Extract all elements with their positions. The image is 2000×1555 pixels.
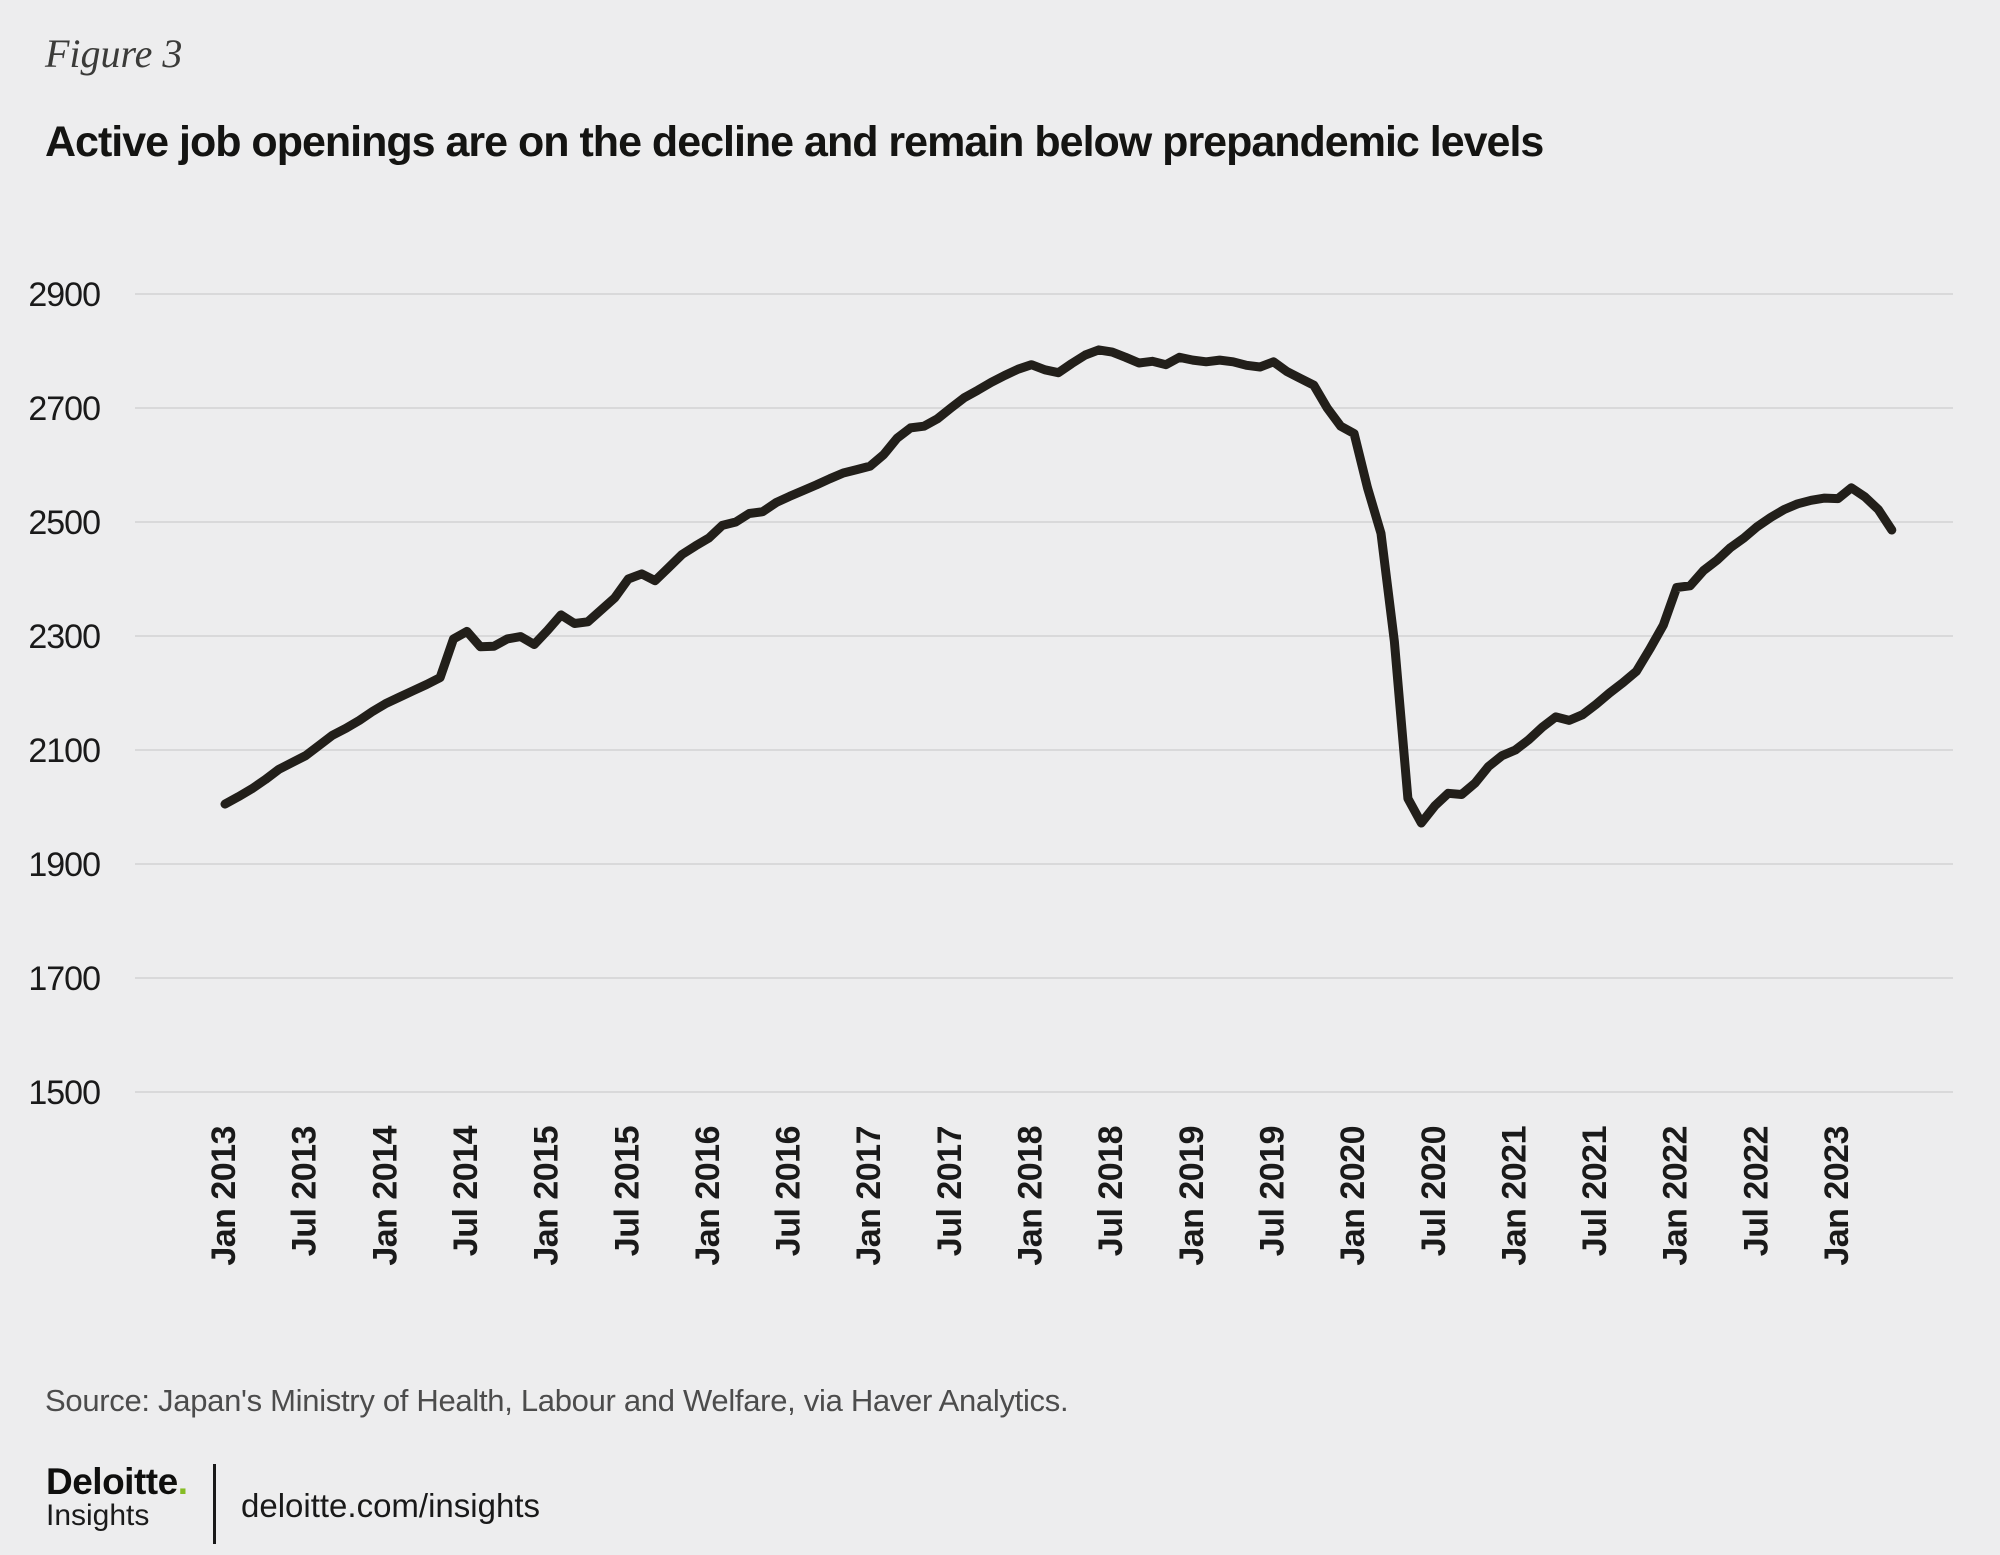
figure-label: Figure 3 xyxy=(45,31,183,76)
x-axis-label: Jan 2022 xyxy=(1657,1126,1695,1266)
y-axis-label: 1500 xyxy=(28,1074,100,1112)
x-axis-label: Jan 2020 xyxy=(1334,1126,1372,1266)
y-axis-label: 2900 xyxy=(28,276,100,314)
y-axis-label: 2100 xyxy=(28,732,100,770)
x-axis-label: Jul 2019 xyxy=(1253,1126,1291,1256)
source-note: Source: Japan's Ministry of Health, Labo… xyxy=(45,1383,1069,1418)
brand-insights-label: Insights xyxy=(46,1499,150,1532)
x-axis-label: Jul 2013 xyxy=(286,1126,324,1256)
x-axis-label: Jul 2017 xyxy=(931,1126,969,1256)
x-axis-label: Jan 2017 xyxy=(850,1126,888,1266)
page-title: Active job openings are on the decline a… xyxy=(45,118,1544,166)
x-axis-label: Jul 2015 xyxy=(608,1126,646,1256)
x-axis-label: Jan 2023 xyxy=(1818,1126,1856,1266)
x-axis-label: Jan 2015 xyxy=(528,1126,566,1266)
x-axis-label: Jan 2018 xyxy=(1012,1126,1050,1266)
y-axis-label: 2700 xyxy=(28,390,100,428)
x-axis-label: Jul 2018 xyxy=(1092,1126,1130,1256)
x-axis-label: Jul 2014 xyxy=(447,1125,485,1256)
y-axis-label: 1900 xyxy=(28,846,100,884)
deloitte-logo: Deloitte. xyxy=(46,1461,188,1502)
x-axis-label: Jul 2020 xyxy=(1415,1126,1453,1256)
footer-brand-bar: Deloitte. Insights deloitte.com/insights xyxy=(0,1455,2000,1555)
x-axis-label: Jul 2016 xyxy=(770,1126,808,1256)
y-axis-label: 2500 xyxy=(28,504,100,542)
brand-green-dot: . xyxy=(177,1461,188,1502)
footer-divider xyxy=(213,1464,216,1544)
y-axis-label: 1700 xyxy=(28,960,100,998)
x-axis-label: Jan 2014 xyxy=(366,1125,404,1265)
x-axis-label: Jan 2021 xyxy=(1495,1126,1533,1266)
footer-url: deloitte.com/insights xyxy=(241,1487,540,1524)
brand-name: Deloitte xyxy=(46,1461,178,1502)
data-line xyxy=(220,345,1897,828)
y-axis-label: 2300 xyxy=(28,618,100,656)
x-axis-label: Jul 2022 xyxy=(1737,1126,1775,1256)
x-axis-label: Jan 2013 xyxy=(205,1126,243,1266)
x-axis-label: Jul 2021 xyxy=(1576,1126,1614,1256)
x-axis-label: Jan 2019 xyxy=(1173,1126,1211,1266)
x-axis-label: Jan 2016 xyxy=(689,1126,727,1266)
